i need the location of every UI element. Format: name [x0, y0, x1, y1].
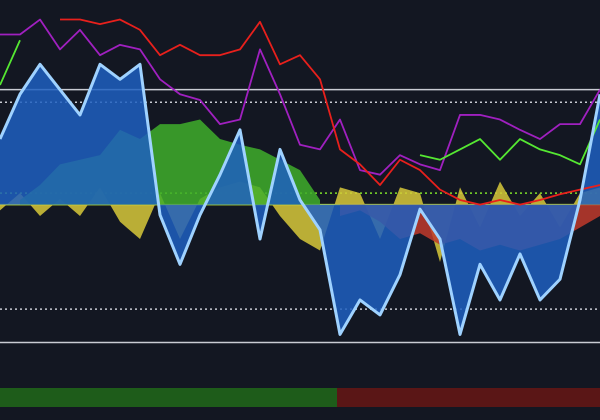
area [0, 181, 600, 263]
regime-bar [337, 388, 600, 407]
line [60, 18, 600, 206]
line [0, 18, 600, 176]
area [0, 64, 600, 335]
line [0, 39, 600, 166]
line [0, 62, 600, 336]
regime-bar [0, 388, 337, 407]
